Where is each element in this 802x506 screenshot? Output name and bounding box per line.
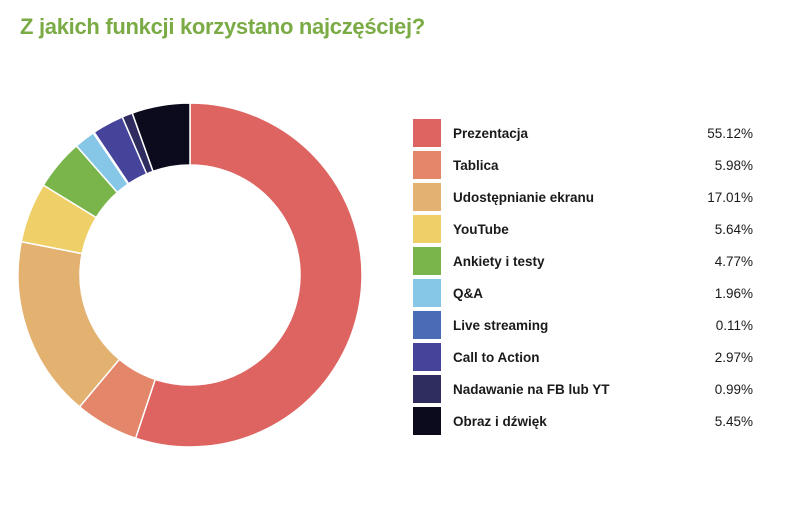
legend-label: Ankiety i testy: [453, 254, 545, 269]
legend-label: Obraz i dźwięk: [453, 414, 547, 429]
legend-item: Nadawanie na FB lub YT 0.99%: [413, 374, 753, 406]
legend-swatch: [413, 151, 441, 179]
legend-value: 5.98%: [714, 158, 753, 173]
legend-value: 0.99%: [714, 382, 753, 397]
legend-label: Tablica: [453, 158, 499, 173]
legend-swatch: [413, 343, 441, 371]
legend-swatch: [413, 119, 441, 147]
legend-label: Q&A: [453, 286, 483, 301]
legend-item: Ankiety i testy 4.77%: [413, 246, 753, 278]
legend-swatch: [413, 407, 441, 435]
legend-swatch: [413, 183, 441, 211]
legend-value: 17.01%: [707, 190, 753, 205]
legend-item: Q&A 1.96%: [413, 278, 753, 310]
legend-item: Prezentacja 55.12%: [413, 118, 753, 150]
legend-item: Live streaming 0.11%: [413, 310, 753, 342]
legend-swatch: [413, 279, 441, 307]
legend-item: Call to Action 2.97%: [413, 342, 753, 374]
donut-chart: [17, 102, 363, 448]
legend-label: Prezentacja: [453, 126, 529, 141]
legend-swatch: [413, 375, 441, 403]
legend-label: Udostępnianie ekranu: [453, 190, 595, 205]
legend-value: 5.64%: [714, 222, 753, 237]
legend-item: Obraz i dźwięk 5.45%: [413, 406, 753, 438]
donut-slice-9: [131, 102, 191, 173]
legend-item: Udostępnianie ekranu 17.01%: [413, 182, 753, 214]
legend-item: YouTube 5.64%: [413, 214, 753, 246]
chart-title: Z jakich funkcji korzystano najczęściej?: [20, 14, 425, 39]
legend-value: 5.45%: [714, 414, 753, 429]
legend-value: 55.12%: [707, 126, 753, 141]
legend-item: Tablica 5.98%: [413, 150, 753, 182]
legend-swatch: [413, 247, 441, 275]
legend-value: 4.77%: [714, 254, 753, 269]
legend-swatch: [413, 311, 441, 339]
legend-label: Live streaming: [453, 318, 549, 333]
legend-value: 2.97%: [714, 350, 753, 365]
legend-label: YouTube: [453, 222, 509, 237]
donut-slice-0: [134, 102, 363, 448]
chart-legend: Prezentacja 55.12% Tablica 5.98% Udostępnian…: [413, 118, 753, 438]
legend-value: 0.11%: [715, 318, 753, 333]
legend-swatch: [413, 215, 441, 243]
legend-label: Call to Action: [453, 350, 540, 365]
legend-value: 1.96%: [714, 286, 753, 301]
legend-label: Nadawanie na FB lub YT: [453, 382, 610, 397]
